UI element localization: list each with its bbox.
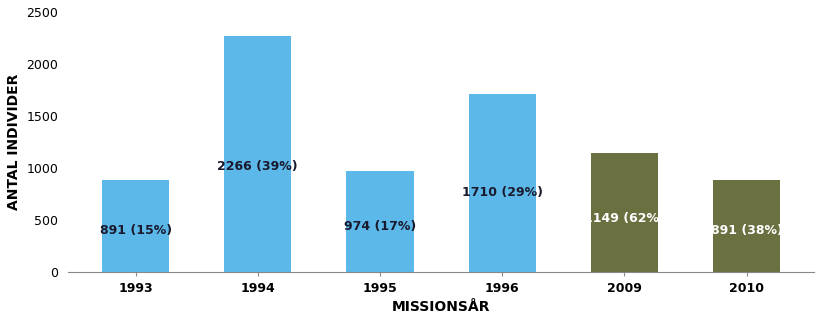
Bar [346, 171, 414, 273]
Bar [713, 180, 780, 273]
Text: 974 (17%): 974 (17%) [344, 220, 416, 233]
Bar [469, 94, 536, 273]
Text: 2266 (39%): 2266 (39%) [218, 160, 298, 173]
Y-axis label: ANTAL INDIVIDER: ANTAL INDIVIDER [7, 74, 21, 210]
X-axis label: MISSIONSÅR: MISSIONSÅR [392, 300, 490, 314]
Text: 891 (38%): 891 (38%) [711, 224, 782, 237]
Bar [102, 180, 169, 273]
Text: 891 (15%): 891 (15%) [99, 224, 172, 237]
Text: 1710 (29%): 1710 (29%) [461, 186, 543, 199]
Bar [591, 153, 658, 273]
Bar [224, 36, 291, 273]
Text: 1149 (62%): 1149 (62%) [584, 212, 665, 225]
